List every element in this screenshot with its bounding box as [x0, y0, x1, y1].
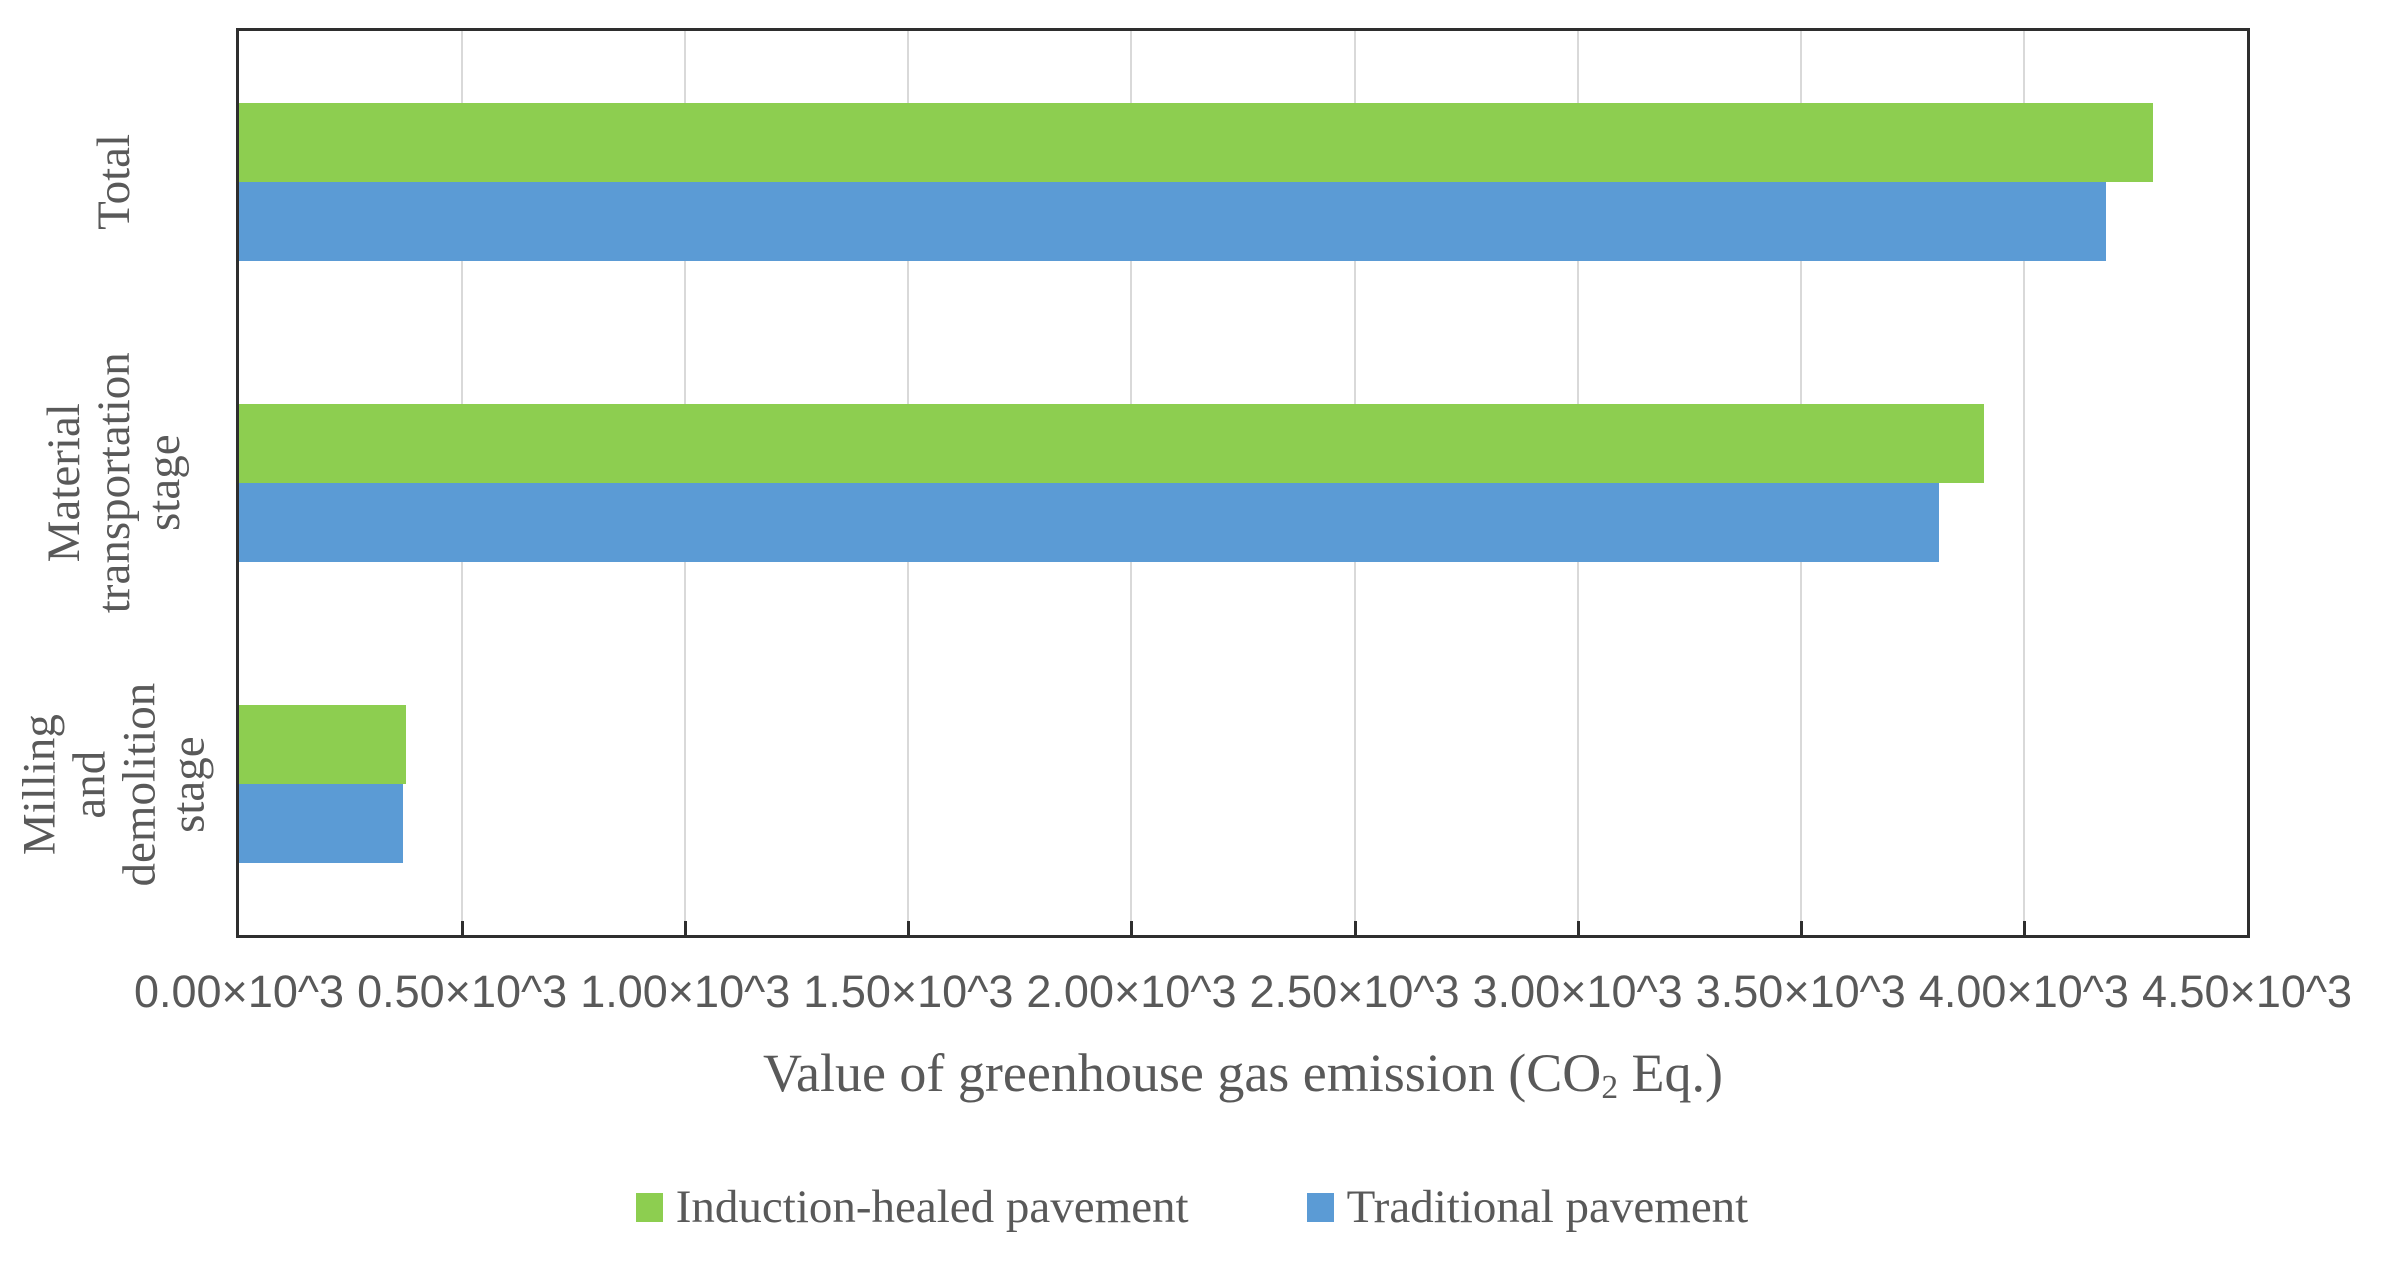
x-tick-label-6: 3.00×10^3 — [1472, 966, 1683, 1017]
bar-traditional-pavement-milling-and-demolition-stage — [239, 784, 403, 864]
bar-induction-healed-pavement-total — [239, 102, 2153, 182]
x-axis-tick-mark — [2022, 921, 2026, 935]
legend: Induction-healed pavement Traditional pav… — [0, 1180, 2384, 1234]
x-axis-tick-mark — [684, 921, 688, 935]
bar-traditional-pavement-total — [239, 181, 2106, 261]
x-axis-tick-mark — [1799, 921, 1803, 935]
bar-induction-healed-pavement-milling-and-demolition-stage — [239, 705, 406, 785]
legend-swatch-icon — [1306, 1192, 1334, 1222]
x-tick-label-2: 1.00×10^3 — [580, 966, 791, 1017]
x-tick-label-5: 2.50×10^3 — [1249, 966, 1460, 1017]
plot-area — [236, 28, 2250, 938]
x-axis-title-text: Value of greenhouse gas emission (CO — [762, 1043, 1602, 1103]
legend-swatch-icon — [635, 1192, 663, 1222]
x-axis-title-suffix: Eq.) — [1618, 1043, 1724, 1103]
category-label-material-transportation-stage: Material transportation stage — [8, 332, 222, 633]
x-tick-label-9: 4.50×10^3 — [2141, 966, 2353, 1017]
category-label-milling-and-demolition-stage: Milling and demolition stage — [8, 634, 222, 935]
x-tick-label-7: 3.50×10^3 — [1695, 966, 1906, 1017]
legend-label: Induction-healed pavement — [675, 1181, 1189, 1233]
x-tick-label-8: 4.00×10^3 — [1918, 966, 2129, 1017]
bar-induction-healed-pavement-material-transportation-stage — [239, 404, 1984, 483]
x-axis-tick-mark — [1576, 921, 1580, 935]
x-tick-label-4: 2.00×10^3 — [1026, 966, 1237, 1017]
x-tick-label-1: 0.50×10^3 — [357, 966, 568, 1017]
legend-item-induction-healed-pavement: Induction-healed pavement — [635, 1180, 1189, 1234]
gridline — [2022, 31, 2025, 935]
x-tick-label-3: 1.50×10^3 — [803, 966, 1014, 1017]
category-label-total: Total — [8, 31, 222, 332]
category-label-text: Total — [88, 133, 141, 230]
category-label-text: Material transportation stage — [38, 352, 190, 614]
x-axis-title-subscript: 2 — [1601, 1069, 1619, 1107]
x-tick-label-0: 0.00×10^3 — [133, 966, 345, 1017]
category-label-text: Milling and demolition stage — [13, 682, 215, 887]
legend-label: Traditional pavement — [1346, 1181, 1749, 1233]
x-axis-title: Value of greenhouse gas emission (CO2 Eq… — [236, 1042, 2250, 1107]
legend-item-traditional-pavement: Traditional pavement — [1306, 1180, 1749, 1234]
bar-traditional-pavement-material-transportation-stage — [239, 483, 1939, 562]
x-axis-tick-mark — [1353, 921, 1357, 935]
x-axis-tick-mark — [1130, 921, 1134, 935]
x-axis-tick-mark — [461, 921, 465, 935]
x-axis-tick-mark — [907, 921, 911, 935]
